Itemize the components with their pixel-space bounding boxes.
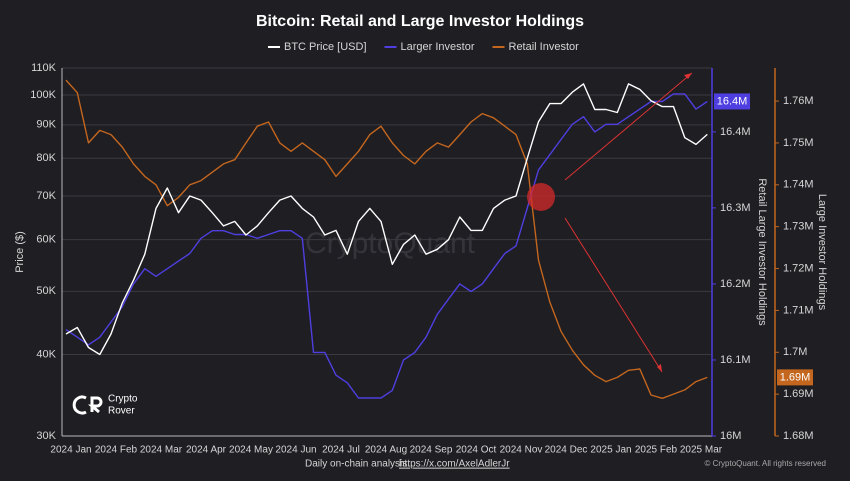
series-line [65,83,708,356]
y2-tick-label: 16M [720,430,741,442]
arrow [564,72,693,181]
y3-tick-label: 1.68M [783,430,814,442]
y2-tick-label: 16.1M [720,354,751,366]
copyright: © CryptoQuant. All rights reserved [705,459,827,468]
x-tick-label: 2024 May [229,445,273,456]
x-tick-label: 2024 Mar [140,445,183,456]
y3-tick-label: 1.73M [783,221,814,233]
x-tick-label: 2024 Dec [545,445,588,456]
y3-tick-label: 1.72M [783,262,814,274]
series-line [65,93,708,399]
y-tick-label: 90K [36,119,56,131]
chart-title: Bitcoin: Retail and Large Investor Holdi… [256,13,584,30]
arrow-head [657,364,662,372]
legend-label: Retail Investor [509,41,580,53]
y2-axis-label: Retail Large Investor Holdings [756,178,768,326]
y-axis-label: Price ($) [14,231,26,273]
y-tick-label: 110K [31,62,57,74]
y3-tick-label: 1.71M [783,304,814,316]
highlight-circle [527,183,555,211]
end-label-box [714,93,750,110]
logo-text: Crypto [108,394,138,405]
x-tick-label: 2024 Apr [186,445,227,456]
y2-tick-label: 16.2M [720,278,751,290]
footer-link[interactable]: https://x.com/AxelAdlerJr [399,459,510,470]
y-tick-label: 50K [36,285,56,297]
y3-tick-label: 1.7M [783,346,807,358]
x-tick-label: 2024 Jul [322,445,360,456]
logo-text: Rover [108,406,135,417]
x-tick-label: 2024 Feb [95,445,138,456]
y3-tick-label: 1.76M [783,95,814,107]
y3-axis-label: Large Investor Holdings [816,194,828,311]
y-tick-label: 100K [30,89,56,101]
arrow [564,217,663,373]
y3-tick-label: 1.69M [783,388,814,400]
x-tick-label: 2025 Jan [590,445,631,456]
x-tick-label: 2024 Oct [456,445,497,456]
end-label: 1.69M [780,371,811,383]
logo-icon [72,395,103,415]
x-tick-label: 2024 Sep [410,445,453,456]
x-tick-label: 2024 Jun [275,445,316,456]
y-tick-label: 80K [36,152,56,164]
y-tick-label: 40K [36,348,56,360]
x-tick-label: 2024 Aug [365,445,407,456]
end-label-box [777,369,813,386]
legend-label: BTC Price [USD] [284,41,367,53]
y2-tick-label: 16.3M [720,202,751,214]
y3-tick-label: 1.74M [783,179,814,191]
footer-text: Daily on-chain analysis: [305,459,410,470]
y2-tick-label: 16.4M [720,126,751,138]
logo: Crypto Rover [72,394,138,417]
y3-tick-label: 1.75M [783,137,814,149]
y-tick-label: 30K [36,430,56,442]
x-tick-label: 2025 Mar [680,445,723,456]
legend-label: Larger Investor [401,41,475,53]
x-tick-label: 2024 Jan [50,445,91,456]
y-tick-label: 70K [36,190,56,202]
x-tick-label: 2025 Feb [635,445,678,456]
y-tick-label: 60K [36,234,56,246]
arrow-head [684,73,692,79]
end-label: 16.4M [717,95,748,107]
x-tick-label: 2024 Nov [500,445,543,456]
